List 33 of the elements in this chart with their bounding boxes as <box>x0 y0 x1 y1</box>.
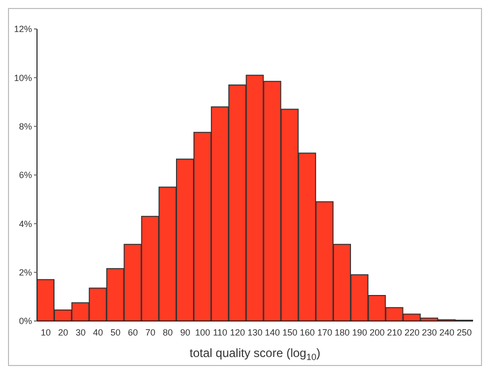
x-tick-label: 50 <box>110 327 120 338</box>
y-tick-label: 4% <box>18 218 32 229</box>
x-tick-label: 110 <box>212 327 228 338</box>
x-tick-label: 100 <box>195 327 210 338</box>
x-tick-label: 60 <box>128 327 138 338</box>
x-tick-label: 170 <box>317 327 332 338</box>
x-tick-label: 240 <box>439 327 454 338</box>
x-axis-title: total quality score (log$_{10}$) <box>190 346 320 362</box>
x-tick-label: 40 <box>93 327 104 338</box>
y-tick-label: 0% <box>18 316 32 326</box>
x-tick-label: 150 <box>282 327 298 338</box>
x-tick-label: 190 <box>352 327 368 338</box>
x-tick-label: 160 <box>300 327 315 338</box>
x-tick-label: 10 <box>40 327 51 338</box>
x-tick-label: 90 <box>180 327 190 338</box>
x-tick-label: 80 <box>162 327 173 338</box>
x-tick-label: 140 <box>264 327 280 338</box>
x-tick-label: 200 <box>370 327 385 338</box>
y-tick-label: 12% <box>14 24 32 34</box>
y-tick-label: 10% <box>14 72 32 83</box>
x-tick-label: 250 <box>456 327 472 338</box>
x-tick-label: 30 <box>76 327 86 338</box>
x-tick-label: 70 <box>145 327 156 338</box>
y-tick-label: 2% <box>18 268 32 278</box>
x-tick-label: 20 <box>58 327 68 338</box>
y-tick-label: 8% <box>18 122 32 132</box>
x-tick-label: 220 <box>404 327 420 338</box>
x-tick-label: 120 <box>230 327 246 338</box>
y-tick-label: 6% <box>18 170 32 180</box>
x-tick-label: 210 <box>387 327 402 338</box>
x-tick-label: 230 <box>422 327 437 338</box>
x-tick-label: 130 <box>247 327 263 338</box>
x-tick-label: 180 <box>334 327 350 338</box>
